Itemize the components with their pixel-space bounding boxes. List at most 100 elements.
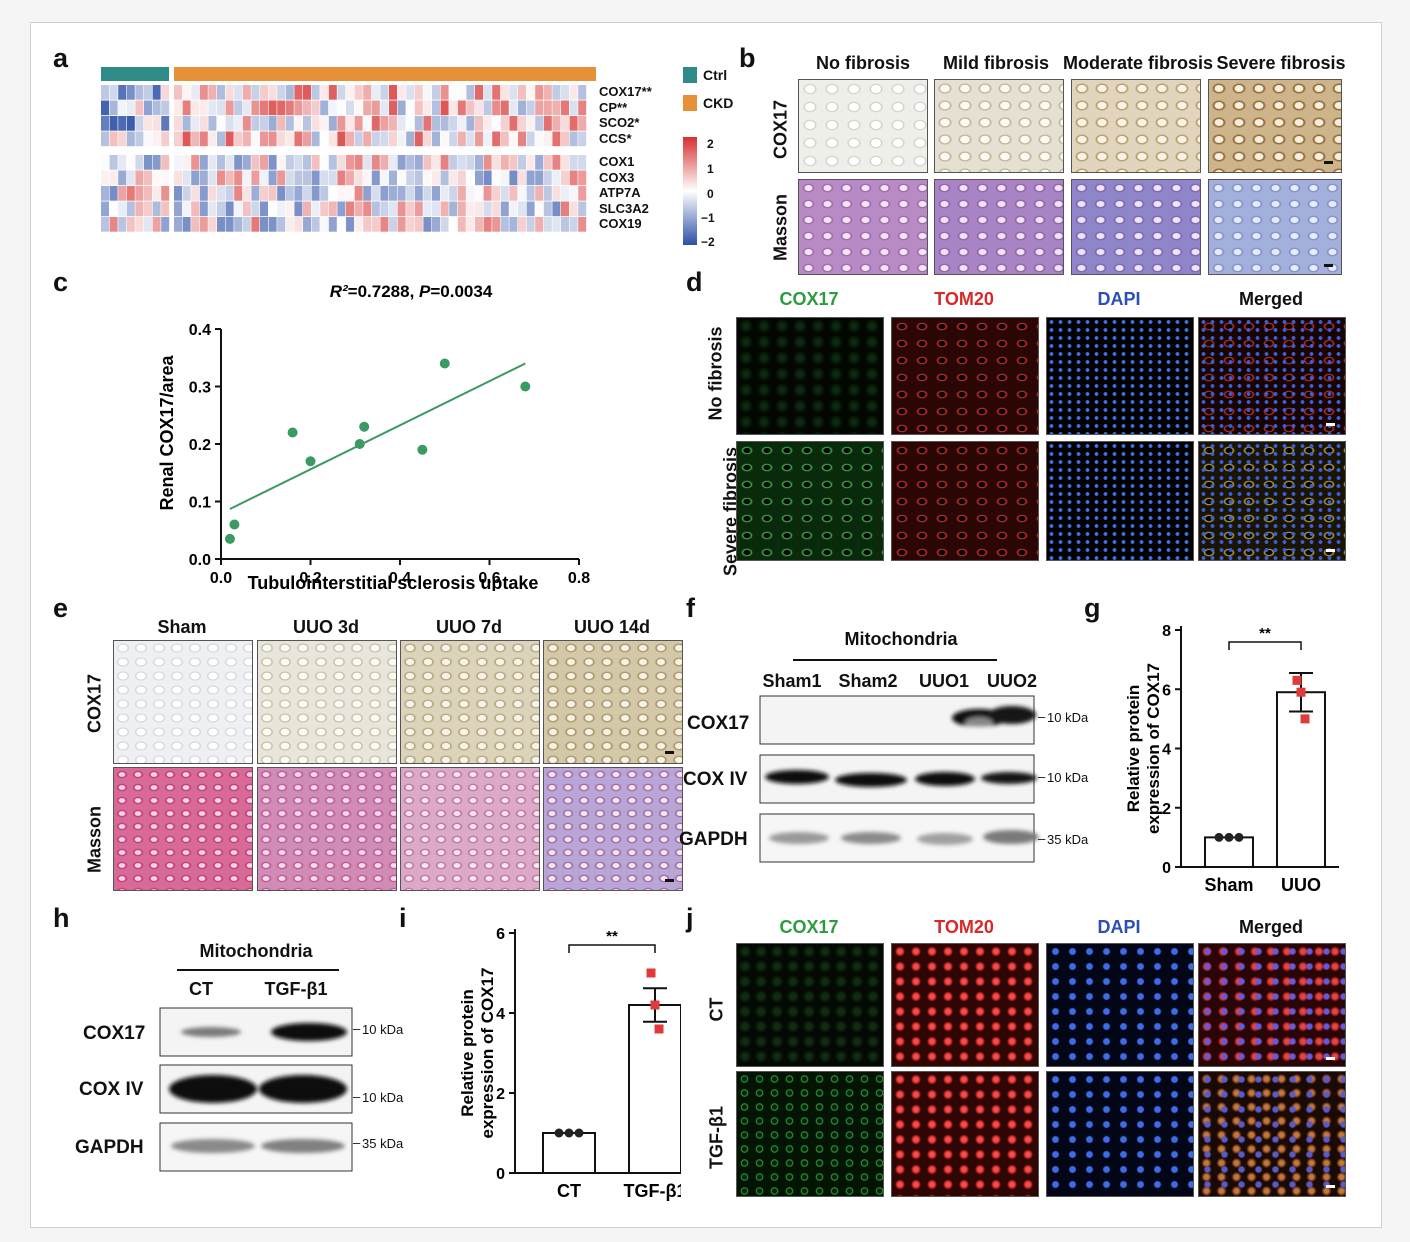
marker-tick: – bbox=[1038, 709, 1046, 724]
heatmap-cell bbox=[328, 170, 337, 186]
heatmap-cell bbox=[303, 186, 311, 201]
heatmap-cell bbox=[320, 116, 329, 131]
heatmap-cell bbox=[380, 100, 389, 116]
heatmap-cell bbox=[311, 100, 320, 116]
significance-bracket bbox=[1228, 641, 1302, 650]
heatmap-cell bbox=[126, 100, 135, 116]
heatmap-cell bbox=[174, 201, 182, 217]
scatter-plot: R²=0.7288, P=0.0034 Renal COX17/area Tub… bbox=[157, 282, 590, 591]
gene-label: COX3 bbox=[599, 169, 635, 185]
y-tick-label: 0 bbox=[496, 1166, 505, 1183]
heatmap-cell bbox=[174, 100, 182, 116]
heatmap-cell bbox=[285, 186, 294, 201]
column-header: Severe fibrosis bbox=[1216, 53, 1346, 73]
heatmap-cell bbox=[161, 85, 170, 100]
heatmap-cell bbox=[552, 116, 561, 131]
heatmap-cell bbox=[277, 155, 286, 170]
heatmap-cell bbox=[492, 217, 501, 232]
heatmap-cell bbox=[225, 100, 234, 116]
heatmap-cell bbox=[251, 131, 260, 147]
heatmap-cell bbox=[268, 155, 277, 170]
column-header: No fibrosis bbox=[815, 53, 910, 73]
heatmap-cell bbox=[118, 217, 127, 232]
heatmap-cell bbox=[109, 217, 118, 232]
data-point bbox=[574, 1128, 584, 1138]
column-header: Mild fibrosis bbox=[942, 53, 1049, 73]
data-point bbox=[417, 444, 428, 455]
heatmap-cell bbox=[234, 155, 243, 170]
heatmap-cell bbox=[225, 201, 234, 217]
heatmap-cell bbox=[118, 131, 127, 147]
heatmap-cell bbox=[561, 131, 569, 147]
heatmap-cell bbox=[552, 217, 561, 232]
heatmap-cell bbox=[109, 155, 118, 170]
heatmap-cell bbox=[126, 186, 135, 201]
data-point bbox=[564, 1128, 574, 1138]
heatmap-cell bbox=[492, 186, 501, 201]
heatmap-cell bbox=[449, 85, 458, 100]
heatmap-cell bbox=[268, 186, 277, 201]
heatmap-cell bbox=[543, 116, 552, 131]
heatmap-cell bbox=[109, 116, 118, 131]
heatmap-cell bbox=[346, 116, 354, 131]
if-image-tom20-tgfb1 bbox=[891, 1071, 1039, 1197]
heatmap-cell bbox=[552, 201, 561, 217]
heatmap-cell bbox=[277, 131, 286, 147]
heatmap-cell bbox=[251, 116, 260, 131]
heatmap-cell bbox=[320, 186, 329, 201]
heatmap-cell bbox=[406, 186, 415, 201]
heatmap-cell bbox=[101, 131, 109, 147]
y-tick-label: 4 bbox=[1162, 742, 1171, 759]
heatmap-cell bbox=[561, 217, 569, 232]
data-point bbox=[354, 439, 365, 449]
heatmap-cell bbox=[234, 116, 243, 131]
if-image-merged-no-fibrosis bbox=[1198, 317, 1346, 435]
heatmap-cell bbox=[328, 85, 337, 100]
heatmap-cell bbox=[354, 217, 363, 232]
marker-tick: – bbox=[353, 1089, 361, 1104]
heatmap-cell bbox=[578, 155, 587, 170]
heatmap-cell bbox=[449, 170, 458, 186]
heatmap-cell bbox=[242, 100, 251, 116]
heatmap-cell bbox=[191, 100, 200, 116]
heatmap-cell bbox=[152, 116, 161, 131]
heatmap-cell bbox=[518, 85, 526, 100]
heatmap-cell bbox=[483, 131, 492, 147]
data-point bbox=[359, 421, 370, 432]
heatmap-cell bbox=[320, 100, 329, 116]
heatmap-cell bbox=[552, 85, 561, 100]
heatmap-cell bbox=[423, 186, 432, 201]
heatmap-cell bbox=[543, 100, 552, 116]
heatmap-cell bbox=[328, 100, 337, 116]
heatmap-cell bbox=[535, 170, 544, 186]
heatmap-cell bbox=[126, 116, 135, 131]
legend-swatch-ckd bbox=[683, 95, 697, 111]
heatmap-cell bbox=[126, 170, 135, 186]
heatmap-cell bbox=[561, 155, 569, 170]
heatmap-cell bbox=[328, 217, 337, 232]
heatmap-cell bbox=[543, 217, 552, 232]
heatmap-cell bbox=[234, 100, 243, 116]
heatmap-cell bbox=[492, 85, 501, 100]
scale-bar bbox=[1324, 161, 1333, 164]
heatmap-cell bbox=[303, 85, 311, 100]
heatmap-cell bbox=[397, 100, 406, 116]
y-tick-label: 0.3 bbox=[189, 380, 211, 397]
heatmap-cell bbox=[552, 170, 561, 186]
heatmap-cell bbox=[449, 116, 458, 131]
lane-label: TGF-β1 bbox=[264, 979, 328, 999]
heatmap-cell bbox=[440, 170, 449, 186]
heatmap-cell bbox=[578, 131, 587, 147]
gene-label: COX19 bbox=[599, 216, 642, 231]
blot-band bbox=[181, 1027, 241, 1037]
heatmap-cell bbox=[509, 131, 518, 147]
heatmap-cell bbox=[552, 155, 561, 170]
heatmap-cell bbox=[423, 170, 432, 186]
legend-swatch-ctrl bbox=[683, 67, 697, 83]
heatmap-cell bbox=[466, 170, 475, 186]
heatmap-cell bbox=[337, 217, 346, 232]
heatmap-cell bbox=[423, 116, 432, 131]
heatmap-cell bbox=[260, 116, 268, 131]
heatmap-cell bbox=[191, 201, 200, 217]
heatmap-cell bbox=[397, 116, 406, 131]
